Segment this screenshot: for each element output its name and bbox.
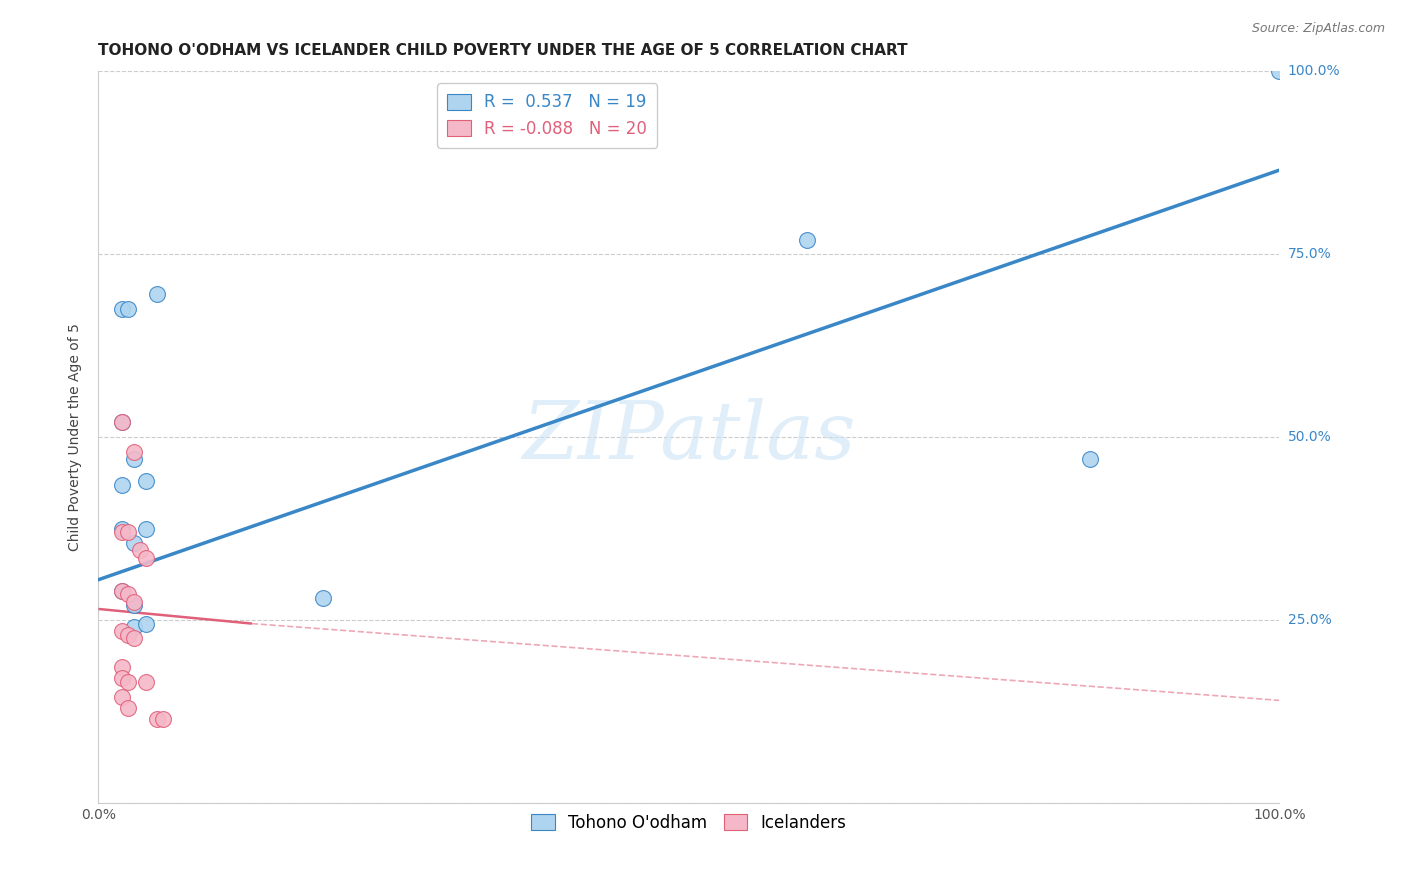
Point xyxy=(312,591,335,605)
Point xyxy=(111,477,134,491)
Point xyxy=(135,616,157,631)
Text: TOHONO O'ODHAM VS ICELANDER CHILD POVERTY UNDER THE AGE OF 5 CORRELATION CHART: TOHONO O'ODHAM VS ICELANDER CHILD POVERT… xyxy=(98,43,908,58)
Point xyxy=(111,672,134,686)
Point xyxy=(117,301,139,317)
Point xyxy=(135,550,157,565)
Point xyxy=(135,675,157,690)
Point xyxy=(111,416,134,430)
Point xyxy=(111,690,134,704)
Point xyxy=(122,452,145,467)
Point xyxy=(111,301,134,317)
Point xyxy=(122,599,145,613)
Point xyxy=(117,700,139,714)
Point xyxy=(117,627,139,641)
Point xyxy=(111,583,134,598)
Text: Source: ZipAtlas.com: Source: ZipAtlas.com xyxy=(1251,22,1385,36)
Point xyxy=(128,543,150,558)
Point xyxy=(135,474,157,488)
Point xyxy=(111,583,134,598)
Text: 50.0%: 50.0% xyxy=(1288,430,1331,444)
Point xyxy=(111,624,134,638)
Point xyxy=(122,594,145,608)
Y-axis label: Child Poverty Under the Age of 5: Child Poverty Under the Age of 5 xyxy=(69,323,83,551)
Point xyxy=(111,416,134,430)
Point xyxy=(146,287,169,301)
Text: 75.0%: 75.0% xyxy=(1288,247,1331,261)
Text: 25.0%: 25.0% xyxy=(1288,613,1331,627)
Point xyxy=(1080,452,1102,467)
Point xyxy=(122,620,145,634)
Point xyxy=(111,660,134,674)
Point xyxy=(117,675,139,690)
Point xyxy=(796,233,818,247)
Text: 100.0%: 100.0% xyxy=(1288,64,1340,78)
Point xyxy=(146,712,169,726)
Point xyxy=(122,632,145,646)
Point xyxy=(111,521,134,535)
Point xyxy=(117,525,139,540)
Point xyxy=(117,587,139,601)
Point xyxy=(122,444,145,458)
Point xyxy=(111,525,134,540)
Text: ZIPatlas: ZIPatlas xyxy=(522,399,856,475)
Point xyxy=(122,536,145,550)
Point xyxy=(135,521,157,535)
Legend: Tohono O'odham, Icelanders: Tohono O'odham, Icelanders xyxy=(524,807,853,838)
Point xyxy=(1268,64,1291,78)
Point xyxy=(152,712,174,726)
